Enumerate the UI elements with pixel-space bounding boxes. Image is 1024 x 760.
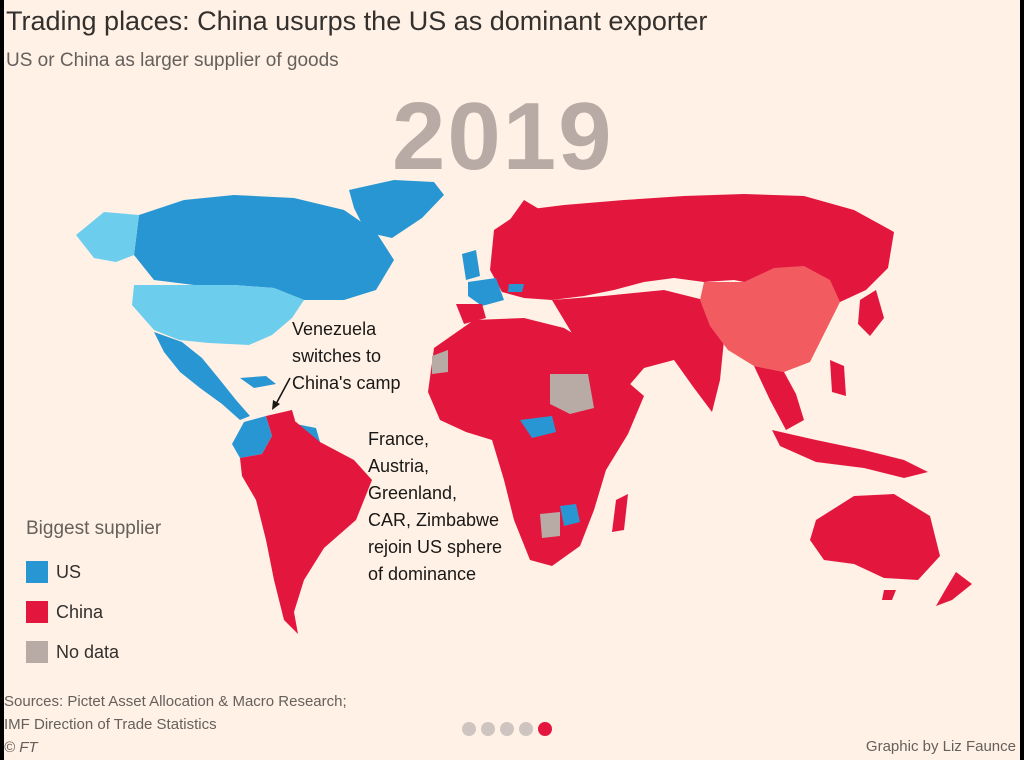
rejoin-line-2: Austria,	[368, 456, 430, 476]
venezuela-line-1: Venezuela	[292, 319, 377, 339]
region-alaska	[76, 212, 139, 262]
legend-label-us: US	[56, 561, 82, 582]
chart-title: Trading places: China usurps the US as d…	[6, 6, 708, 36]
source-line-1: Sources: Pictet Asset Allocation & Macro…	[4, 693, 347, 710]
region-indonesia	[772, 430, 928, 478]
region-scandinavia	[504, 200, 544, 250]
venezuela-annotation: Venezuela switches to China's camp	[292, 316, 400, 397]
region-new-zealand	[936, 572, 972, 606]
venezuela-line-3: China's camp	[292, 373, 401, 393]
region-france	[468, 278, 504, 306]
rejoin-line-6: of dominance	[368, 564, 477, 584]
region-austria	[508, 284, 524, 292]
region-tasmania	[882, 590, 896, 600]
region-eurasia	[490, 194, 894, 302]
region-philippines	[830, 360, 846, 396]
venezuela-line-2: switches to	[292, 346, 382, 366]
region-car	[520, 416, 556, 438]
region-greenland	[349, 180, 444, 238]
region-colombia	[232, 416, 272, 458]
page-dot-3[interactable]	[500, 722, 514, 736]
rejoin-line-3: Greenland,	[368, 483, 458, 503]
rejoin-annotation: France, Austria, Greenland, CAR, Zimbabw…	[368, 426, 502, 588]
region-china	[700, 266, 840, 372]
legend-item-china: China	[26, 592, 161, 632]
region-usa	[132, 285, 304, 345]
region-south-america	[240, 416, 372, 634]
legend-swatch-us	[26, 561, 48, 583]
region-sudan	[550, 374, 594, 414]
region-iberia	[456, 304, 486, 324]
legend-item-no-data: No data	[26, 632, 161, 672]
region-botswana	[540, 512, 560, 538]
world-map	[76, 180, 972, 634]
region-venezuela	[266, 410, 296, 432]
page-dot-4[interactable]	[519, 722, 533, 736]
sources: Sources: Pictet Asset Allocation & Macro…	[4, 690, 347, 759]
region-caribbean	[240, 376, 276, 388]
region-africa	[428, 318, 644, 566]
rejoin-line-1: France,	[368, 429, 430, 449]
region-western-sahara	[432, 350, 448, 374]
region-madagascar	[612, 494, 628, 532]
page-dot-5[interactable]	[538, 722, 552, 736]
source-line-3: © FT	[4, 739, 38, 756]
venezuela-arrow	[275, 377, 291, 405]
legend: Biggest supplier US China No data	[26, 518, 161, 672]
rejoin-line-4: CAR, Zimbabwe	[368, 510, 500, 530]
rejoin-line-5: rejoin US sphere	[368, 537, 503, 557]
chart-frame: Trading places: China usurps the US as d…	[4, 0, 1020, 760]
legend-label-no-data: No data	[56, 641, 120, 662]
chart-subtitle: US or China as larger supplier of goods	[6, 50, 339, 71]
year-label: 2019	[392, 83, 614, 190]
legend-label-china: China	[56, 601, 104, 622]
region-se-asia	[754, 366, 804, 430]
legend-item-us: US	[26, 552, 161, 592]
legend-swatch-china	[26, 601, 48, 623]
page-dot-2[interactable]	[481, 722, 495, 736]
venezuela-arrowhead	[272, 400, 280, 410]
source-line-2: IMF Direction of Trade Statistics	[4, 716, 217, 733]
pagination-dots	[462, 722, 552, 736]
legend-swatch-no-data	[26, 641, 48, 663]
region-canada	[134, 195, 394, 300]
region-middle-east	[552, 290, 724, 412]
region-zimbabwe	[560, 504, 580, 526]
region-uk	[462, 250, 480, 280]
region-mexico	[154, 332, 250, 420]
region-japan	[858, 290, 884, 336]
region-australia	[810, 494, 940, 580]
page-dot-1[interactable]	[462, 722, 476, 736]
legend-title: Biggest supplier	[26, 518, 162, 539]
graphic-credit: Graphic by Liz Faunce	[865, 738, 1016, 755]
